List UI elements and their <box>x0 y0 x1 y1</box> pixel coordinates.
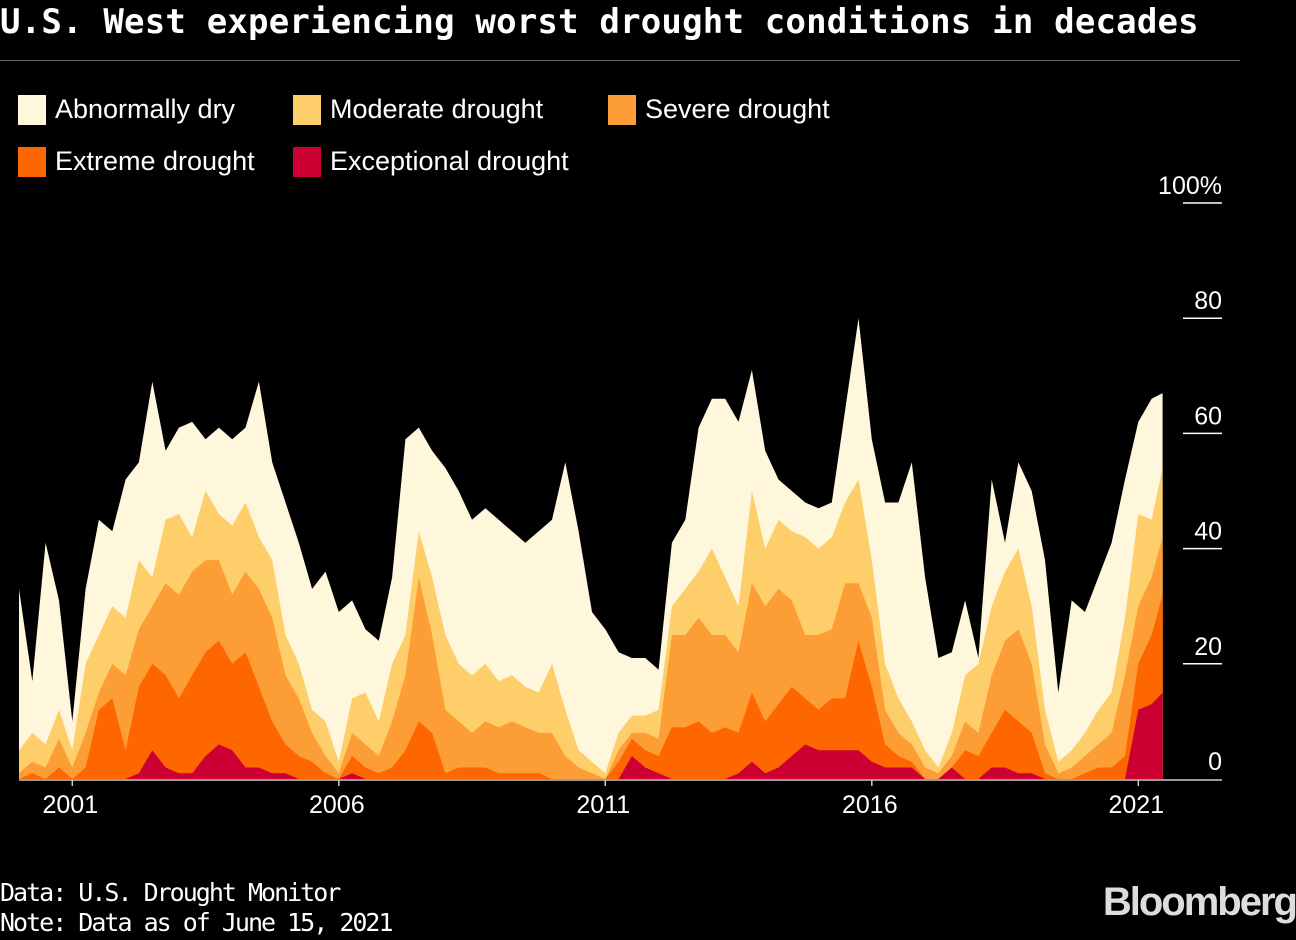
x-tick-label: 2006 <box>309 791 365 819</box>
legend-item-severe-drought: Severe drought <box>608 94 830 125</box>
x-tick-label: 2016 <box>842 791 898 819</box>
legend-item-abnormally-dry: Abnormally dry <box>18 94 235 125</box>
legend-label: Moderate drought <box>330 94 544 124</box>
x-tick-label: 2011 <box>576 791 630 819</box>
y-tick-label: 60 <box>1194 402 1222 430</box>
legend-item-exceptional-drought: Exceptional drought <box>293 146 569 177</box>
legend-swatch <box>18 146 46 177</box>
legend-item-extreme-drought: Extreme drought <box>18 146 255 177</box>
chart-title: U.S. West experiencing worst drought con… <box>0 2 1199 42</box>
y-tick-label: 20 <box>1194 633 1222 661</box>
legend-label: Abnormally dry <box>55 94 236 124</box>
y-tick-label: 40 <box>1194 518 1222 546</box>
area-extreme-drought <box>19 594 1163 779</box>
legend-swatch <box>18 94 46 125</box>
x-tick-label: 2021 <box>1108 791 1164 819</box>
legend-item-moderate-drought: Moderate drought <box>293 94 543 125</box>
legend-swatch <box>608 94 636 125</box>
y-tick-label: 80 <box>1194 287 1222 315</box>
legend-label: Severe drought <box>645 94 830 124</box>
title-divider <box>0 60 1240 61</box>
bloomberg-logo: Bloomberg <box>1102 880 1296 924</box>
legend-swatch <box>293 146 321 177</box>
source-note: Data: U.S. Drought Monitor <box>0 878 341 907</box>
data-date-note: Note: Data as of June 15, 2021 <box>0 908 394 937</box>
y-tick-label: 100% <box>1158 172 1222 200</box>
x-tick-label: 2001 <box>42 791 98 819</box>
legend-swatch <box>293 94 321 125</box>
legend-label: Extreme drought <box>55 146 255 176</box>
legend-label: Exceptional drought <box>330 146 569 176</box>
y-tick-label: 0 <box>1208 748 1222 776</box>
